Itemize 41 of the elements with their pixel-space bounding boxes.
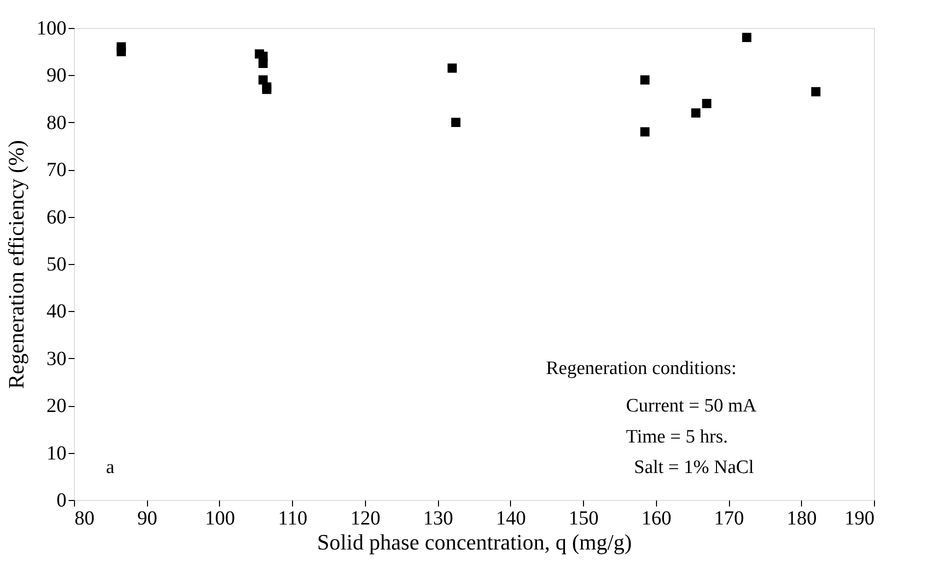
y-tick-label: 50 <box>46 254 66 276</box>
point <box>811 87 820 96</box>
x-tick-label: 80 <box>74 508 94 530</box>
x-tick-label: 150 <box>568 508 599 530</box>
x-tick-label: 130 <box>423 508 454 530</box>
x-tick-label: 190 <box>844 508 874 530</box>
point <box>691 108 700 118</box>
y-tick-label: 40 <box>46 300 66 323</box>
x-tick-label: 120 <box>350 508 380 530</box>
y-tick-label: 100 <box>36 18 66 40</box>
point <box>116 46 126 56</box>
point <box>640 75 650 85</box>
point <box>742 32 752 42</box>
y-tick-label: 0 <box>56 490 66 512</box>
point <box>258 58 268 68</box>
annotation: Regeneration conditions: <box>546 358 736 379</box>
x-tick-label: 160 <box>641 508 672 530</box>
y-tick-label: 90 <box>46 64 66 87</box>
point <box>702 98 712 108</box>
annotation: Salt = 1% NaCl <box>634 456 754 478</box>
point <box>451 118 460 128</box>
point <box>448 64 457 73</box>
annotation: Time = 5 hrs. <box>626 426 728 448</box>
x-tick-label: 110 <box>278 508 308 530</box>
y-tick-label: 30 <box>46 348 66 370</box>
y-tick-label: 10 <box>46 442 66 464</box>
point <box>262 84 272 94</box>
x-tick-label: 180 <box>786 508 817 530</box>
x-axis-title: Solid phase concentration, q (mg/g) <box>317 530 632 554</box>
annotation: Current = 50 mA <box>626 396 757 417</box>
y-tick-label: 80 <box>46 112 66 134</box>
x-tick-label: 100 <box>204 508 235 530</box>
y-tick-label: 70 <box>46 159 66 182</box>
x-tick-label: 170 <box>714 508 744 530</box>
annotation: a <box>106 456 115 478</box>
y-tick-label: 20 <box>46 395 66 418</box>
point <box>640 127 650 136</box>
x-tick-label: 90 <box>137 508 158 530</box>
x-tick-label: 140 <box>496 508 526 530</box>
y-tick-label: 60 <box>46 206 66 228</box>
y-axis-title: Regeneration efficiency (%) <box>4 140 28 389</box>
